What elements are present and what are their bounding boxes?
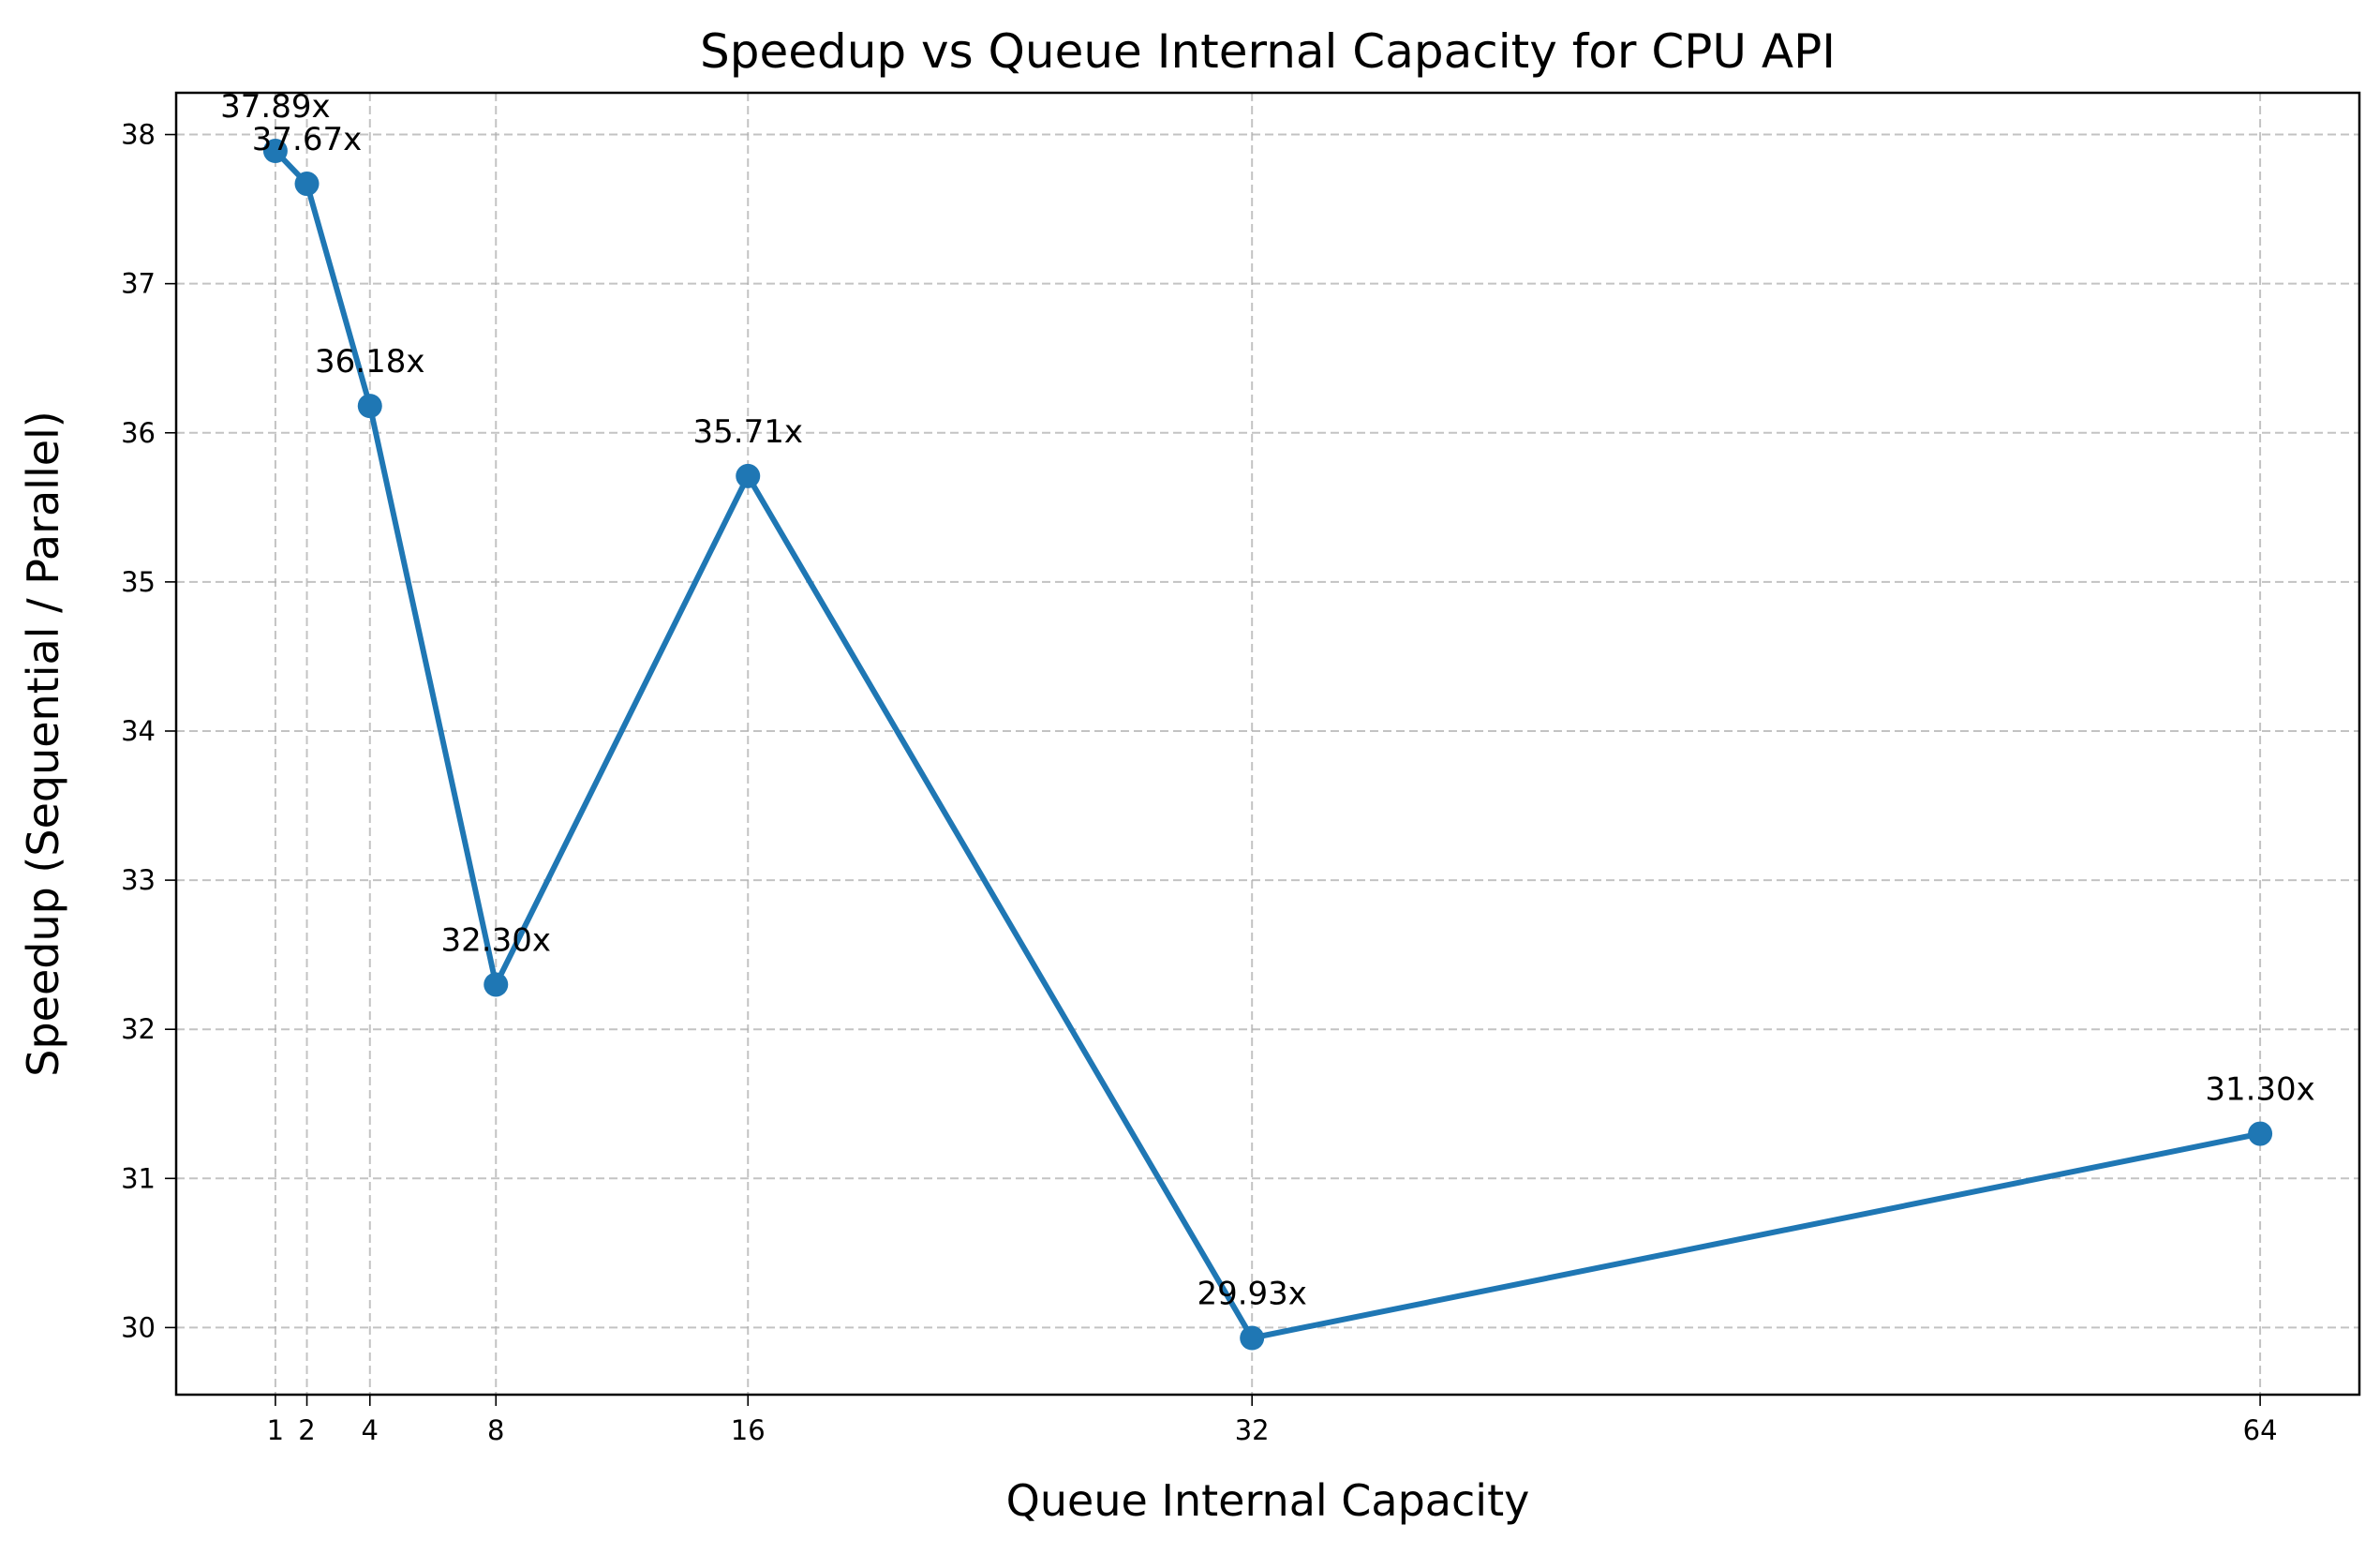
y-tick-label: 36 — [121, 417, 156, 449]
x-tick-label: 8 — [487, 1414, 504, 1446]
x-tick-label: 16 — [731, 1414, 766, 1446]
data-point — [736, 463, 761, 488]
data-point — [2248, 1121, 2273, 1146]
data-label: 37.67x — [252, 121, 362, 158]
data-point — [294, 172, 320, 197]
grid-lines — [176, 93, 2359, 1395]
data-label: 37.89x — [220, 88, 330, 126]
x-tick-label: 2 — [298, 1414, 315, 1446]
axis-ticks: 1 2 4 8 16 32 64 30 31 32 33 34 35 36 37 38 — [121, 119, 2277, 1446]
data-label: 32.30x — [441, 921, 551, 959]
data-point — [483, 972, 509, 997]
x-tick-label: 64 — [2243, 1414, 2278, 1446]
data-label: 31.30x — [2205, 1071, 2314, 1109]
y-tick-label: 30 — [121, 1311, 156, 1343]
y-tick-label: 34 — [121, 715, 156, 747]
data-point — [1240, 1325, 1265, 1351]
data-label: 29.93x — [1197, 1276, 1306, 1313]
x-tick-label: 4 — [362, 1414, 379, 1446]
y-tick-label: 35 — [121, 566, 156, 598]
data-point — [262, 139, 288, 164]
series-layer — [262, 139, 2273, 1351]
data-label: 35.71x — [693, 413, 803, 451]
x-tick-label: 1 — [267, 1414, 284, 1446]
x-axis-title: Queue Internal Capacity — [1006, 1475, 1530, 1526]
chart-title: Speedup vs Queue Internal Capacity for C… — [700, 24, 1836, 79]
y-tick-label: 32 — [121, 1013, 156, 1045]
y-axis-title: Speedup (Sequential / Parallel) — [18, 411, 68, 1077]
y-tick-label: 31 — [121, 1162, 156, 1194]
y-tick-label: 37 — [121, 268, 156, 300]
y-tick-label: 33 — [121, 864, 156, 896]
x-tick-label: 32 — [1235, 1414, 1270, 1446]
plot-frame — [174, 91, 2361, 1397]
data-point — [357, 394, 382, 419]
y-tick-label: 38 — [121, 119, 156, 151]
data-label: 36.18x — [315, 343, 424, 381]
